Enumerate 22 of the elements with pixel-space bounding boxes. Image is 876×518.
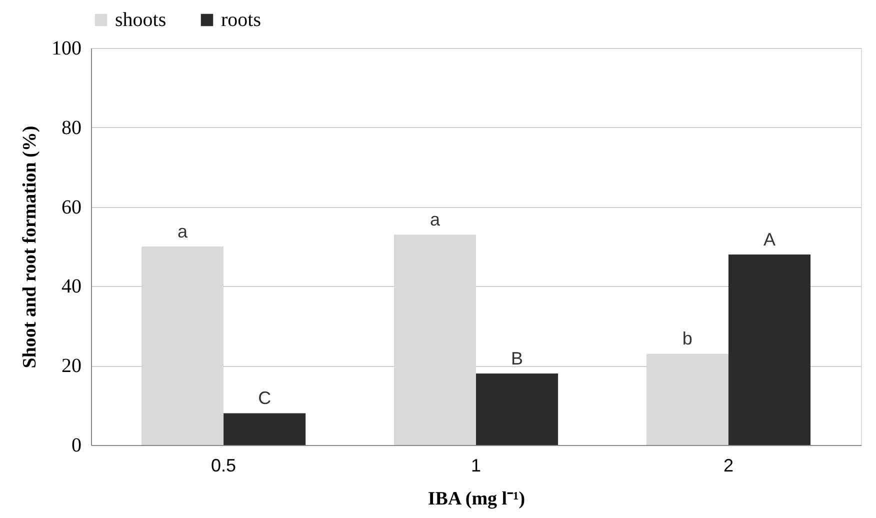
y-tick-label: 40 bbox=[62, 276, 82, 298]
y-tick-label: 80 bbox=[62, 116, 82, 139]
bar bbox=[728, 254, 811, 445]
y-axis-title: Shoot and root formation (%) bbox=[20, 126, 40, 368]
y-tick-label: 0 bbox=[72, 434, 82, 456]
x-tick-label: 1 bbox=[470, 456, 482, 476]
bar bbox=[476, 374, 558, 445]
annotation: A bbox=[763, 229, 776, 250]
y-tick-label: 20 bbox=[62, 355, 82, 378]
x-tick-label: 0.5 bbox=[211, 456, 236, 476]
annotation: C bbox=[258, 388, 272, 408]
y-tick-label: 100 bbox=[52, 38, 82, 60]
annotation: B bbox=[511, 348, 524, 369]
annotation: b bbox=[682, 328, 692, 349]
x-axis-title: IBA (mg l⁻¹) bbox=[428, 488, 526, 510]
legend-label: roots bbox=[221, 9, 262, 31]
y-tick-label: 60 bbox=[62, 196, 82, 218]
bar bbox=[224, 413, 306, 445]
annotation: a bbox=[430, 210, 441, 230]
legend-label: shoots bbox=[115, 9, 166, 31]
annotation: a bbox=[178, 222, 189, 242]
x-tick-label: 2 bbox=[723, 456, 734, 476]
